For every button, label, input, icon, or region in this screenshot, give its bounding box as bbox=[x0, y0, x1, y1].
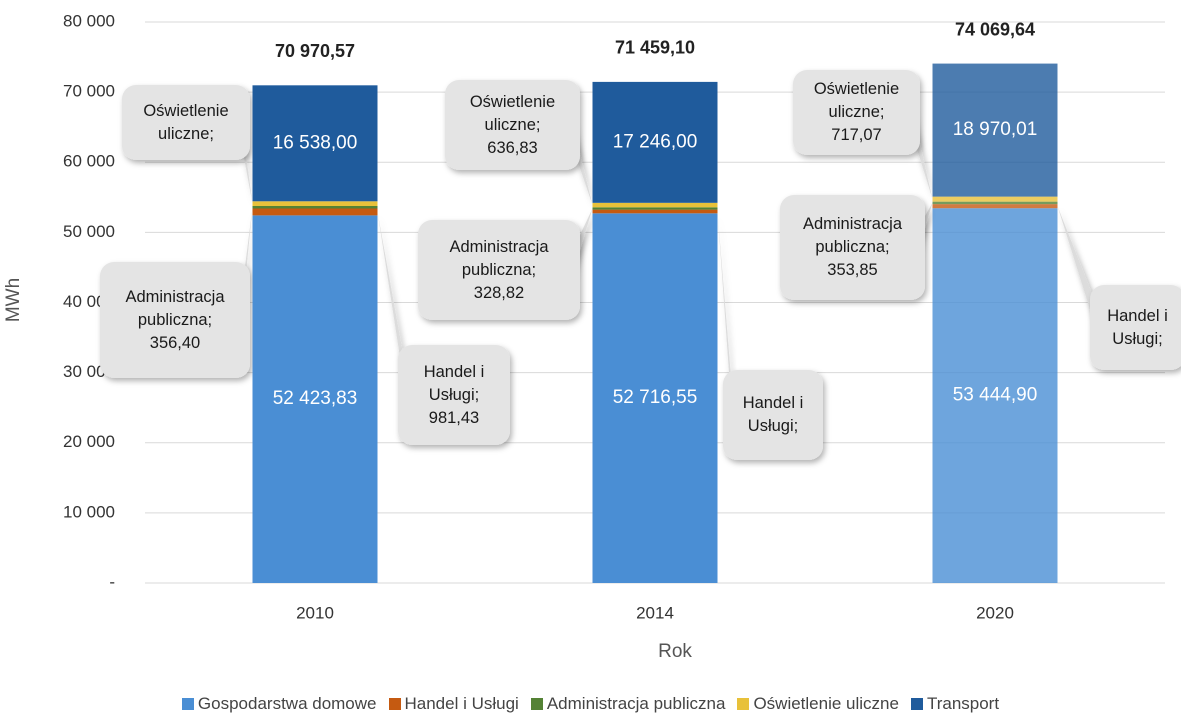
callout-name: Oświetlenie uliczne; bbox=[469, 92, 556, 134]
callout-box bbox=[780, 195, 925, 300]
total-label: 71 459,10 bbox=[615, 38, 695, 58]
callout-label: Administracja publiczna; 328,82 bbox=[418, 220, 580, 320]
callout-pointer bbox=[570, 208, 593, 284]
x-tick-label: 2010 bbox=[296, 603, 334, 622]
bar-segment bbox=[932, 204, 1058, 209]
bar-segment bbox=[252, 215, 378, 583]
callout-label: Handel i Usługi; bbox=[723, 370, 823, 460]
y-tick-label: - bbox=[109, 572, 115, 591]
callout-label: Administracja publiczna; 356,40 bbox=[100, 262, 250, 378]
legend-label: Transport bbox=[926, 694, 1000, 713]
callout-label: Handel i Usługi; 981,43 bbox=[398, 345, 510, 445]
value-label: 53 444,90 bbox=[953, 385, 1038, 406]
callouts bbox=[100, 70, 1181, 460]
bar-segment bbox=[252, 201, 378, 206]
callout-box bbox=[398, 345, 510, 445]
value-label: 17 246,00 bbox=[613, 131, 698, 152]
callout-value: 353,85 bbox=[827, 261, 878, 279]
callout-box bbox=[1090, 285, 1181, 370]
legend-swatch bbox=[181, 698, 194, 710]
bar-segment bbox=[592, 202, 718, 208]
legend-item: Oświetlenie uliczne bbox=[737, 694, 899, 714]
legend-item: Transport bbox=[910, 694, 1000, 714]
legend-label: Gospodarstwa domowe bbox=[197, 694, 377, 713]
bar-segment bbox=[252, 205, 378, 209]
value-label: 18 970,01 bbox=[953, 119, 1038, 140]
y-tick-label: 10 000 bbox=[63, 502, 115, 521]
value-label: 16 538,00 bbox=[273, 132, 358, 153]
callout-label: Administracja publiczna; 353,85 bbox=[780, 195, 925, 300]
legend-label: Handel i Usługi bbox=[404, 694, 519, 713]
legend-swatch bbox=[388, 698, 401, 710]
callout-value: 356,40 bbox=[149, 333, 201, 352]
y-tick-label: 20 000 bbox=[63, 432, 115, 451]
callout-box bbox=[100, 262, 250, 378]
callout-pointer bbox=[1057, 206, 1100, 342]
bar-segment bbox=[932, 208, 1058, 583]
legend-item: Administracja publiczna bbox=[530, 694, 726, 714]
legend-swatch bbox=[737, 698, 750, 710]
callout-name: Handel i Usługi; bbox=[1107, 306, 1168, 348]
legend-item: Handel i Usługi bbox=[388, 694, 519, 714]
bar-segment bbox=[932, 201, 1058, 205]
value-label: 52 423,83 bbox=[273, 388, 358, 409]
bar-segment bbox=[592, 81, 718, 203]
callout-name: Administracja publiczna; bbox=[802, 215, 903, 256]
x-tick-label: 2020 bbox=[976, 603, 1014, 622]
callout-box bbox=[723, 370, 823, 460]
bar-segment bbox=[252, 208, 378, 216]
callout-label: Oświetlenie uliczne; 636,83 bbox=[445, 80, 580, 170]
callout-box bbox=[445, 80, 580, 170]
value-label: 52 716,55 bbox=[613, 387, 698, 408]
legend-swatch bbox=[530, 698, 543, 710]
callout-pointer bbox=[910, 98, 933, 200]
callout-value: 717,07 bbox=[831, 126, 882, 144]
callout-value: 328,82 bbox=[473, 283, 525, 302]
bar-segment bbox=[932, 63, 1058, 197]
callout-value: 636,83 bbox=[487, 138, 538, 157]
y-tick-label: 60 000 bbox=[63, 152, 115, 171]
callout-name: Administracja publiczna; bbox=[125, 287, 225, 329]
y-tick-label: 80 000 bbox=[63, 11, 115, 30]
total-label: 70 970,57 bbox=[275, 41, 355, 61]
bar-segment bbox=[592, 209, 718, 214]
legend-item: Gospodarstwa domowe bbox=[181, 694, 377, 714]
bar-segment bbox=[932, 196, 1058, 202]
legend-label: Administracja publiczna bbox=[546, 694, 726, 713]
callout-value: 981,43 bbox=[428, 408, 480, 427]
callout-label: Oświetlenie uliczne; bbox=[122, 85, 250, 160]
legend-label: Oświetlenie uliczne bbox=[753, 694, 899, 713]
callout-name: Handel i Usługi; bbox=[423, 362, 485, 404]
callout-name: Administracja publiczna; bbox=[449, 237, 549, 279]
bar-segment bbox=[592, 207, 718, 210]
y-tick-label: 70 000 bbox=[63, 82, 115, 101]
callout-label: Oświetlenie uliczne; 717,07 bbox=[793, 70, 920, 155]
total-label: 74 069,64 bbox=[955, 19, 1035, 39]
x-axis-label: Rok bbox=[658, 641, 692, 662]
callout-box bbox=[793, 70, 920, 155]
y-axis-label: MWh bbox=[3, 278, 24, 322]
callout-name: Oświetlenie uliczne; bbox=[813, 80, 900, 121]
bar-segment bbox=[252, 85, 378, 202]
legend-swatch bbox=[910, 698, 923, 710]
callout-name: Handel i Usługi; bbox=[742, 394, 804, 435]
legend: Gospodarstwa domowe Handel i Usługi Admini… bbox=[0, 694, 1181, 714]
callout-box bbox=[122, 85, 250, 160]
y-tick-label: 50 000 bbox=[63, 222, 115, 241]
x-tick-label: 2014 bbox=[636, 603, 674, 622]
callout-name: Oświetlenie uliczne; bbox=[143, 101, 229, 143]
callout-box bbox=[418, 220, 580, 320]
callout-pointer bbox=[915, 202, 933, 262]
callout-label: Handel i Usługi; bbox=[1090, 285, 1181, 370]
bar-segment bbox=[592, 213, 718, 583]
